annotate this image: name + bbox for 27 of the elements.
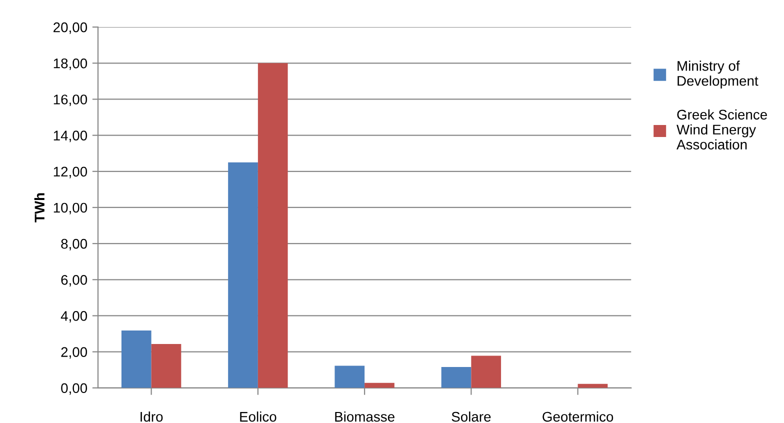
x-tick-label: Eolico xyxy=(240,412,276,422)
y-tick-label: 0,00 xyxy=(61,383,88,395)
y-tick-label: 2,00 xyxy=(61,347,88,359)
bar xyxy=(471,356,502,388)
bar xyxy=(228,162,258,388)
y-tick-label: 18,00 xyxy=(54,58,88,70)
y-tick-label: 4,00 xyxy=(60,311,88,323)
y-tick-label: 6,00 xyxy=(61,274,88,286)
y-tick-label: 14,00 xyxy=(54,130,88,142)
bar xyxy=(258,63,288,388)
x-tick-label: Solare xyxy=(452,412,491,422)
bar xyxy=(334,366,365,388)
bar xyxy=(364,382,394,388)
bar xyxy=(441,366,472,388)
y-tick-label: 10,00 xyxy=(54,202,88,214)
x-tick-label: Idro xyxy=(140,412,163,422)
y-axis-title: TWh xyxy=(34,193,44,222)
bar xyxy=(121,330,152,388)
y-tick-label: 12,00 xyxy=(54,166,88,178)
legend-label: Ministry of Development xyxy=(678,60,758,89)
x-tick-label: Geotermico xyxy=(542,412,614,422)
x-tick-label: Biomasse xyxy=(335,412,394,422)
y-tick-label: 20,00 xyxy=(54,22,88,34)
y-tick-label: 8,00 xyxy=(61,238,88,250)
y-tick-label: 16,00 xyxy=(54,94,88,106)
bar xyxy=(151,344,182,388)
legend-label: Greek Science Wind Energy Association xyxy=(676,109,767,150)
